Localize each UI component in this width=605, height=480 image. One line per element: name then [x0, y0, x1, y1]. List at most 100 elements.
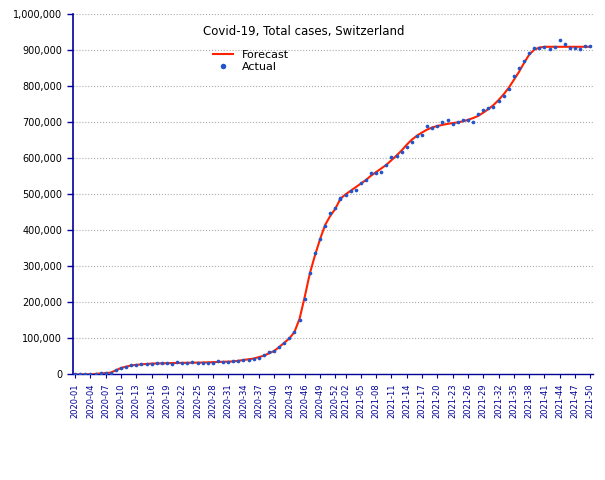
Actual: [376, 168, 386, 176]
Actual: [509, 72, 518, 80]
Actual: [575, 46, 585, 53]
Actual: [443, 117, 453, 124]
Actual: [234, 358, 243, 365]
Actual: [499, 92, 508, 100]
Actual: [473, 110, 483, 118]
Actual: [412, 132, 422, 140]
Actual: [290, 329, 299, 336]
Line: Forecast: Forecast: [75, 47, 590, 374]
Actual: [86, 371, 96, 378]
Actual: [70, 370, 80, 378]
Actual: [315, 235, 325, 243]
Actual: [382, 161, 391, 169]
Actual: [534, 44, 544, 51]
Actual: [238, 356, 248, 363]
Actual: [122, 363, 131, 371]
Forecast: [546, 44, 553, 50]
Actual: [565, 44, 575, 52]
Actual: [264, 348, 274, 356]
Actual: [106, 370, 116, 377]
Actual: [259, 351, 269, 359]
Actual: [422, 122, 432, 130]
Actual: [407, 138, 417, 146]
Actual: [229, 357, 238, 365]
Actual: [310, 249, 319, 256]
Forecast: [587, 44, 594, 50]
Actual: [560, 40, 570, 48]
Actual: [330, 204, 340, 212]
Actual: [494, 97, 503, 105]
Actual: [586, 42, 595, 49]
Actual: [458, 116, 468, 123]
Actual: [142, 360, 151, 368]
Actual: [479, 107, 488, 114]
Actual: [274, 343, 284, 350]
Actual: [208, 360, 218, 367]
Actual: [254, 354, 264, 361]
Actual: [325, 209, 335, 217]
Actual: [361, 176, 371, 184]
Actual: [504, 85, 514, 93]
Actual: [126, 361, 136, 369]
Actual: [402, 144, 411, 151]
Actual: [525, 49, 534, 57]
Forecast: [367, 173, 374, 179]
Actual: [223, 358, 233, 366]
Actual: [580, 42, 590, 49]
Actual: [320, 222, 330, 229]
Actual: [91, 371, 100, 378]
Actual: [483, 104, 493, 112]
Actual: [514, 64, 524, 72]
Forecast: [556, 44, 563, 50]
Actual: [111, 366, 121, 374]
Actual: [489, 104, 499, 111]
Actual: [162, 359, 172, 367]
Actual: [147, 360, 157, 368]
Actual: [463, 117, 473, 124]
Actual: [249, 355, 258, 363]
Actual: [137, 360, 146, 368]
Actual: [336, 194, 345, 202]
Actual: [387, 153, 396, 160]
Forecast: [541, 44, 548, 50]
Text: Covid-19, Total cases, Switzerland: Covid-19, Total cases, Switzerland: [203, 25, 404, 38]
Actual: [437, 118, 447, 125]
Actual: [76, 371, 85, 378]
Actual: [351, 186, 361, 194]
Actual: [448, 120, 457, 128]
Actual: [468, 119, 478, 126]
Actual: [453, 118, 463, 125]
Actual: [177, 359, 187, 367]
Actual: [305, 269, 315, 277]
Actual: [167, 360, 177, 368]
Actual: [152, 360, 162, 367]
Actual: [218, 358, 228, 366]
Actual: [540, 43, 549, 51]
Forecast: [71, 372, 79, 377]
Forecast: [535, 45, 543, 50]
Legend: Forecast, Actual: Forecast, Actual: [208, 45, 293, 76]
Actual: [203, 359, 212, 366]
Actual: [269, 348, 279, 355]
Actual: [244, 357, 253, 364]
Actual: [193, 359, 203, 366]
Actual: [341, 191, 350, 198]
Actual: [570, 44, 580, 52]
Actual: [172, 359, 182, 366]
Actual: [198, 360, 208, 367]
Actual: [550, 43, 560, 51]
Actual: [131, 361, 141, 369]
Actual: [295, 316, 304, 324]
Actual: [116, 364, 126, 372]
Actual: [544, 45, 554, 53]
Actual: [300, 295, 310, 302]
Actual: [366, 169, 376, 177]
Actual: [397, 148, 407, 156]
Actual: [356, 179, 365, 187]
Actual: [417, 132, 427, 139]
Actual: [346, 188, 356, 195]
Actual: [519, 57, 529, 65]
Actual: [391, 153, 401, 160]
Actual: [188, 358, 197, 366]
Actual: [433, 122, 442, 130]
